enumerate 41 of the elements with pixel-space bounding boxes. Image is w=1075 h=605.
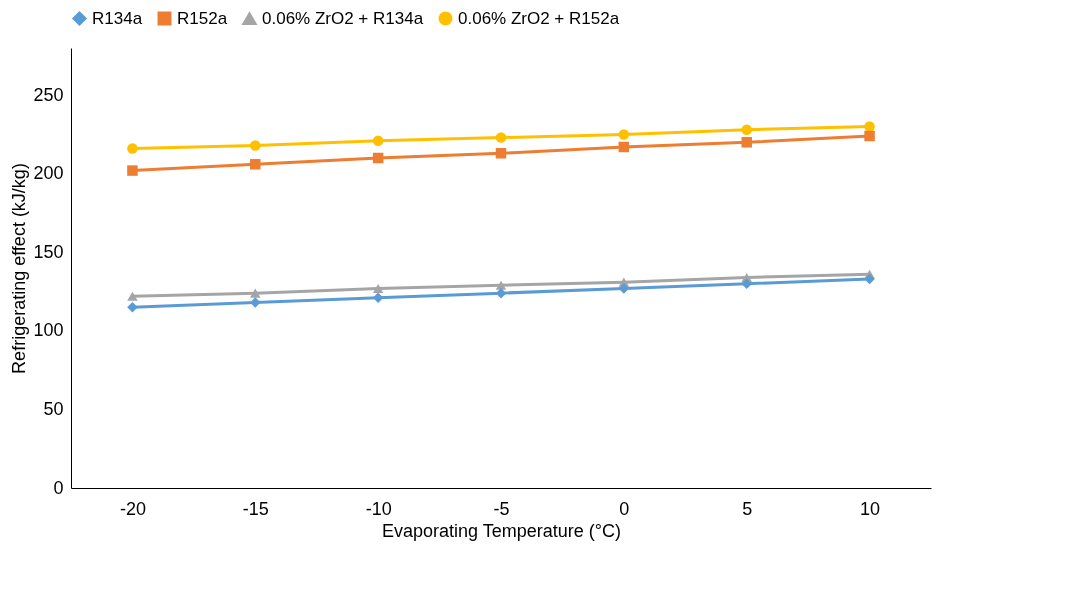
y-tick-label: 100: [33, 320, 64, 341]
y-axis-title: Refrigerating effect (kJ/kg): [9, 163, 30, 374]
point: [618, 283, 630, 294]
point: [250, 159, 261, 170]
point: [741, 124, 752, 135]
legend-label: 0.06% ZrO2 + R152a: [458, 8, 620, 28]
point: [495, 148, 507, 159]
x-tick-label: 10: [860, 498, 881, 519]
x-tick-label: 5: [742, 498, 753, 519]
point: [127, 302, 138, 313]
point: [372, 283, 384, 293]
x-tick-label: -15: [242, 498, 269, 519]
point: [495, 132, 507, 143]
x-tick-label: 0: [619, 498, 630, 519]
x-tick-label: -20: [119, 498, 146, 519]
point: [741, 278, 752, 289]
point: [127, 143, 138, 154]
point: [250, 288, 261, 298]
point: [372, 152, 384, 164]
point: [250, 297, 261, 308]
y-tick-label: 50: [43, 398, 64, 419]
point: [741, 137, 752, 148]
point: [618, 129, 630, 140]
legend-label: R152a: [177, 8, 228, 28]
point: [127, 165, 138, 176]
point: [864, 273, 875, 285]
point: [864, 121, 875, 132]
x-tick-label: -5: [493, 498, 510, 519]
point: [864, 130, 875, 142]
point: [372, 135, 384, 146]
y-tick-label: 150: [33, 241, 64, 262]
point: [127, 291, 138, 301]
x-tick-label: -10: [365, 498, 392, 519]
legend-label: R134a: [92, 8, 143, 28]
legend-label: 0.06% ZrO2 + R134a: [262, 8, 424, 28]
point: [250, 140, 261, 151]
x-axis-title: Evaporating Temperature (°C): [382, 520, 621, 541]
y-tick-label: 0: [53, 477, 64, 498]
y-tick-label: 200: [33, 163, 64, 184]
point: [618, 141, 630, 153]
y-tick-label: 250: [33, 84, 64, 105]
